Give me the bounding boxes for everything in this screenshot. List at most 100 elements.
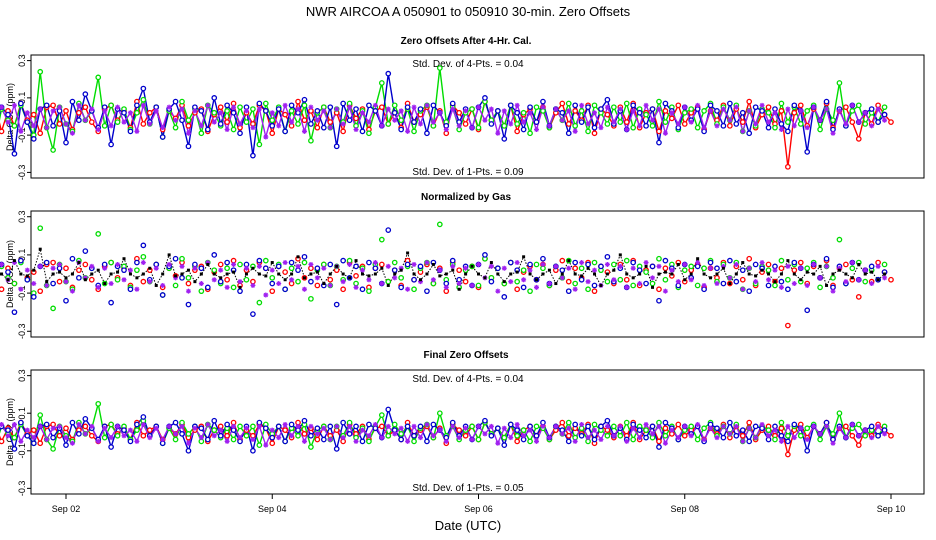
data-point-gas3 bbox=[785, 128, 791, 135]
data-point-gas3 bbox=[720, 434, 727, 441]
plot-frame bbox=[30, 210, 925, 338]
data-point-gas3 bbox=[275, 106, 282, 112]
data-point-gas3 bbox=[18, 100, 24, 107]
data-point-gas1 bbox=[727, 122, 733, 129]
data-point-gas4 bbox=[643, 421, 649, 427]
data-point-gas4 bbox=[778, 438, 784, 444]
data-point-gas1 bbox=[656, 128, 662, 135]
data-point-normalized bbox=[831, 272, 835, 276]
data-point-gas4 bbox=[701, 282, 707, 288]
data-point-gas3 bbox=[501, 136, 508, 142]
data-point-gas3 bbox=[578, 276, 585, 283]
data-point-gas4 bbox=[508, 435, 514, 441]
data-point-gas2 bbox=[398, 431, 405, 437]
data-point-gas1 bbox=[739, 119, 746, 125]
data-point-gas1 bbox=[217, 104, 224, 111]
series-markers bbox=[0, 400, 894, 458]
data-point-gas2 bbox=[37, 225, 44, 232]
data-point-normalized bbox=[586, 266, 590, 270]
data-point-gas4 bbox=[237, 121, 243, 127]
data-point-gas3 bbox=[288, 102, 295, 109]
data-point-gas2 bbox=[308, 444, 314, 450]
series-line-gas3 bbox=[0, 73, 886, 156]
data-point-gas4 bbox=[140, 260, 146, 266]
data-point-gas4 bbox=[443, 438, 449, 444]
data-point-normalized bbox=[483, 276, 487, 280]
data-point-gas4 bbox=[443, 127, 449, 133]
data-point-gas4 bbox=[424, 260, 430, 266]
data-point-gas2 bbox=[804, 265, 811, 272]
data-point-normalized bbox=[45, 280, 49, 284]
data-point-gas3 bbox=[636, 109, 643, 116]
data-point-gas2 bbox=[308, 295, 314, 302]
data-point-gas2 bbox=[591, 421, 598, 428]
data-point-gas3 bbox=[636, 427, 643, 433]
data-point-gas4 bbox=[314, 275, 320, 281]
data-point-gas3 bbox=[649, 423, 656, 430]
data-point-gas3 bbox=[720, 280, 727, 287]
data-point-gas3 bbox=[752, 423, 759, 430]
data-point-gas4 bbox=[398, 265, 404, 271]
data-point-gas3 bbox=[333, 301, 340, 308]
data-point-gas3 bbox=[714, 425, 720, 432]
data-point-gas4 bbox=[379, 435, 385, 441]
data-point-gas4 bbox=[791, 123, 797, 129]
data-point-gas3 bbox=[179, 431, 185, 437]
data-point-gas3 bbox=[353, 106, 359, 112]
data-point-gas4 bbox=[11, 102, 17, 108]
data-point-gas1 bbox=[849, 432, 856, 439]
data-point-normalized bbox=[135, 276, 139, 280]
data-point-gas3 bbox=[108, 299, 114, 306]
y-tick-label: -0.3 bbox=[17, 324, 27, 340]
y-tick-label: 0.1 bbox=[17, 249, 27, 262]
data-point-gas4 bbox=[778, 284, 784, 290]
data-point-gas4 bbox=[282, 421, 288, 427]
data-point-gas2 bbox=[643, 111, 649, 118]
data-point-gas3 bbox=[759, 108, 765, 114]
data-point-gas3 bbox=[366, 421, 372, 428]
data-point-gas4 bbox=[417, 121, 423, 127]
data-point-gas2 bbox=[611, 261, 617, 268]
data-point-gas3 bbox=[727, 419, 733, 426]
data-point-gas4 bbox=[256, 423, 262, 429]
data-point-gas3 bbox=[340, 419, 346, 426]
data-point-gas4 bbox=[463, 425, 469, 431]
data-point-gas1 bbox=[746, 255, 753, 262]
data-point-gas1 bbox=[37, 288, 44, 295]
data-point-normalized bbox=[386, 283, 390, 287]
data-point-gas4 bbox=[720, 263, 726, 269]
data-point-gas4 bbox=[785, 423, 791, 429]
data-point-gas3 bbox=[714, 265, 720, 272]
data-point-gas2 bbox=[804, 108, 811, 114]
data-point-gas4 bbox=[417, 279, 423, 285]
data-point-gas4 bbox=[617, 423, 623, 429]
data-point-gas2 bbox=[643, 427, 649, 433]
data-point-gas4 bbox=[243, 425, 249, 431]
data-point-gas4 bbox=[553, 423, 559, 429]
data-point-normalized bbox=[193, 280, 197, 284]
data-point-gas2 bbox=[817, 436, 823, 443]
data-point-gas3 bbox=[398, 284, 405, 291]
data-point-gas2 bbox=[37, 68, 44, 75]
data-point-gas4 bbox=[366, 433, 372, 439]
data-point-normalized bbox=[799, 278, 803, 282]
data-point-gas4 bbox=[63, 279, 69, 285]
data-point-gas4 bbox=[611, 433, 617, 439]
data-point-gas3 bbox=[494, 108, 501, 114]
data-point-gas4 bbox=[740, 286, 746, 292]
data-point-gas3 bbox=[572, 102, 579, 109]
data-point-gas4 bbox=[598, 437, 604, 443]
data-point-gas3 bbox=[30, 440, 37, 447]
data-point-gas3 bbox=[172, 255, 179, 262]
data-point-gas4 bbox=[50, 265, 56, 271]
data-point-gas4 bbox=[811, 261, 817, 267]
data-point-gas4 bbox=[0, 421, 5, 427]
data-point-gas3 bbox=[185, 447, 192, 454]
data-point-gas1 bbox=[282, 427, 288, 433]
data-point-gas4 bbox=[366, 119, 372, 125]
data-point-gas4 bbox=[372, 421, 378, 427]
data-point-gas3 bbox=[140, 242, 147, 249]
data-point-gas3 bbox=[320, 124, 327, 131]
data-point-gas4 bbox=[598, 125, 604, 131]
data-point-normalized bbox=[599, 283, 603, 287]
